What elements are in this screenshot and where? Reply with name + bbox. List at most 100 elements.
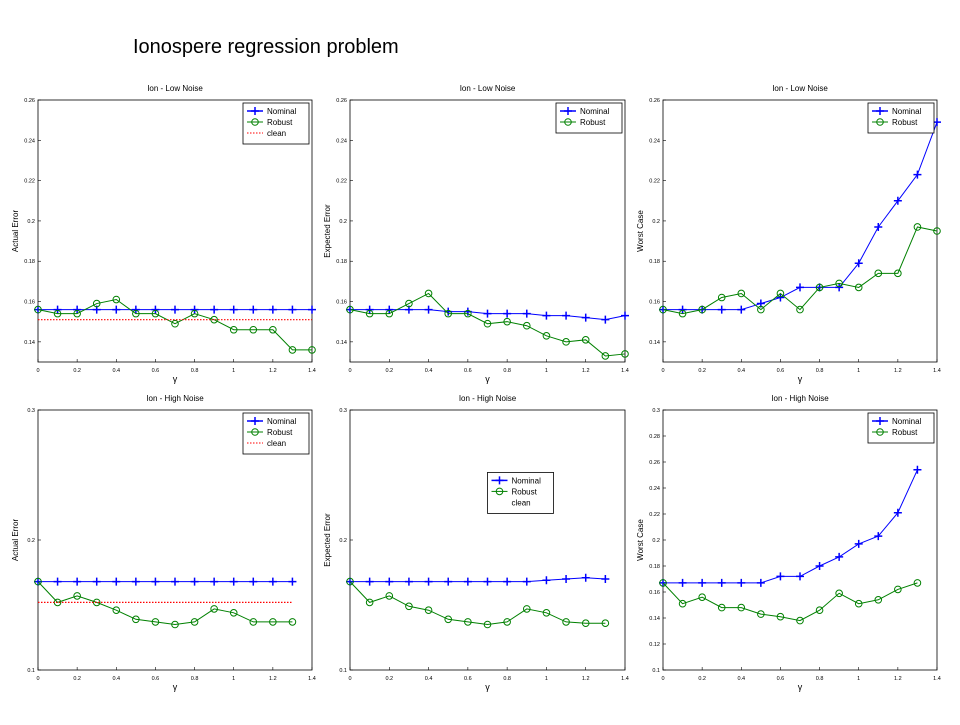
marker-circle (503, 317, 511, 326)
marker-circle (522, 321, 531, 330)
marker-circle (73, 309, 81, 318)
marker-circle (34, 305, 42, 314)
marker-plus (581, 573, 590, 582)
x-tick-label: 1.4 (308, 368, 316, 374)
marker-circle (190, 618, 199, 626)
marker-circle (776, 612, 785, 621)
marker-circle (737, 289, 746, 298)
marker-circle (894, 269, 902, 278)
marker-plus (112, 305, 121, 314)
x-tick-label: 1.2 (582, 676, 590, 682)
chart-panel: Ion - Low Noise γ Expected Error 0 0.2 0.4 0.6… (323, 84, 629, 384)
legend-marker (251, 428, 259, 436)
x-tick-label: 0.8 (191, 676, 199, 682)
marker-circle (894, 585, 902, 594)
x-tick-label: 0.4 (425, 676, 433, 682)
marker-circle (621, 350, 629, 358)
marker-circle (698, 593, 706, 602)
y-tick-label: 0.28 (649, 434, 660, 440)
legend-marker (876, 107, 884, 115)
marker-plus (53, 577, 62, 586)
y-tick-label: 0.2 (652, 538, 660, 544)
x-tick-label: 0.6 (152, 368, 160, 374)
marker-circle (229, 325, 238, 334)
marker-circle (933, 227, 941, 235)
legend-box (242, 412, 310, 455)
legend: Nominal Robust (555, 102, 623, 134)
marker-circle (601, 352, 610, 360)
chart-panel: Ion - High Noise γ Actual Error 0 0.2 0.4 0.6 0… (11, 394, 316, 692)
x-tick-label: 0.8 (816, 368, 824, 374)
marker-circle (562, 618, 570, 626)
marker-plus (854, 259, 863, 268)
marker-circle (405, 299, 413, 308)
marker-circle (542, 609, 551, 617)
marker-plus (483, 309, 492, 318)
legend-label: Nominal (512, 476, 542, 485)
y-tick-label: 0.14 (24, 340, 35, 346)
marker-circle (717, 603, 726, 612)
series-line (349, 292, 626, 357)
x-tick-label: 1.2 (582, 368, 590, 374)
y-tick-label: 0.2 (339, 538, 347, 544)
marker-circle (796, 305, 804, 314)
y-axis-label: Actual Error (11, 210, 20, 253)
y-tick-label: 0.24 (649, 138, 660, 144)
marker-circle (815, 606, 824, 615)
legend-label: clean (267, 129, 286, 138)
plot-area (662, 409, 938, 671)
marker-circle (385, 309, 394, 318)
chart-title: Ion - High Noise (146, 394, 204, 403)
y-tick-label: 0.22 (649, 179, 660, 185)
x-tick-label: 0.4 (737, 368, 745, 374)
marker-circle (542, 332, 551, 340)
marker-plus (678, 305, 687, 314)
chart-title: Ion - High Noise (771, 394, 829, 403)
x-tick-label: 0.8 (503, 676, 511, 682)
marker-circle (308, 346, 316, 354)
marker-circle (151, 309, 160, 318)
legend-marker (251, 417, 259, 425)
marker-circle (210, 605, 218, 613)
legend-box (867, 102, 935, 134)
marker-circle (698, 305, 706, 314)
marker-circle (717, 293, 726, 302)
marker-plus (268, 577, 277, 586)
marker-circle (365, 309, 374, 318)
marker-plus (913, 170, 922, 179)
x-tick-label: 0 (661, 368, 664, 374)
x-tick-label: 0 (36, 368, 39, 374)
series-line (662, 226, 938, 315)
legend-label: clean (512, 498, 531, 507)
marker-circle (874, 269, 883, 278)
marker-plus (444, 577, 453, 586)
y-tick-label: 0.18 (24, 259, 35, 265)
legend-marker (564, 118, 572, 126)
legend-label: Robust (267, 428, 293, 437)
marker-circle (34, 577, 42, 586)
marker-circle (581, 336, 590, 344)
marker-circle (385, 592, 394, 600)
y-tick-label: 0.26 (336, 98, 347, 104)
marker-plus (190, 577, 199, 586)
marker-plus (522, 577, 531, 586)
x-tick-label: 0 (348, 368, 351, 374)
chart-title: Ion - Low Noise (460, 84, 516, 93)
y-tick-label: 0.24 (24, 138, 35, 144)
marker-circle (483, 620, 492, 629)
page-title: Ionospere regression problem (133, 36, 399, 58)
marker-circle (288, 346, 297, 354)
marker-plus (151, 577, 160, 586)
x-tick-label: 0.2 (385, 676, 393, 682)
legend-box (867, 412, 935, 444)
y-tick-label: 0.1 (339, 668, 347, 674)
chart-title: Ion - High Noise (459, 394, 517, 403)
y-axis-label: Worst Case (636, 210, 645, 252)
marker-plus (131, 305, 140, 314)
x-tick-label: 1.2 (269, 368, 277, 374)
x-axis-label: γ (173, 682, 178, 692)
x-axis-label: γ (798, 682, 803, 692)
marker-plus (288, 577, 297, 586)
marker-circle (53, 309, 62, 318)
